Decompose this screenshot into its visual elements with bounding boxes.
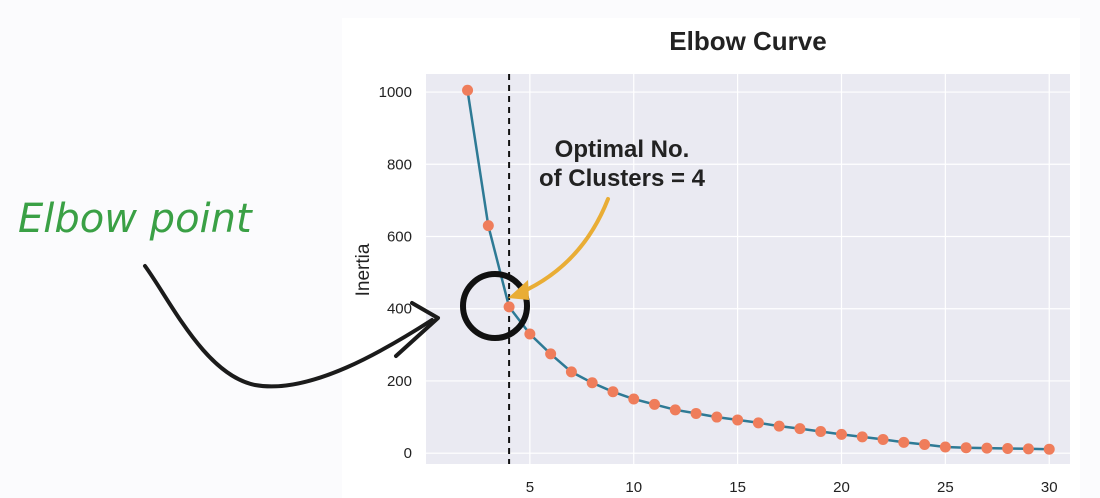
data-point xyxy=(669,404,681,416)
data-point xyxy=(1043,443,1055,455)
data-point xyxy=(1022,443,1034,455)
y-tick-label: 800 xyxy=(387,156,412,173)
data-point xyxy=(960,442,972,454)
data-point xyxy=(856,431,868,443)
y-tick-label: 1000 xyxy=(379,84,412,101)
x-tick-label: 20 xyxy=(833,479,850,496)
data-point xyxy=(524,328,536,340)
y-tick-label: 400 xyxy=(387,301,412,318)
chart-title: Elbow Curve xyxy=(669,26,826,56)
data-point xyxy=(503,301,515,313)
data-point xyxy=(649,398,661,410)
data-point xyxy=(732,414,744,426)
y-tick-label: 200 xyxy=(387,373,412,390)
data-point xyxy=(462,84,474,96)
data-point xyxy=(815,426,827,437)
data-point xyxy=(773,420,785,432)
data-point xyxy=(898,436,910,448)
elbow-highlight-circle xyxy=(460,271,530,341)
data-point xyxy=(919,439,931,450)
grid-lines xyxy=(426,74,1070,464)
annotation-arrow-head xyxy=(508,280,529,300)
data-point xyxy=(835,428,847,440)
data-point xyxy=(939,441,951,453)
annotation-line-2: of Clusters = 4 xyxy=(539,165,706,192)
x-tick-label: 10 xyxy=(625,479,642,496)
y-tick-label: 600 xyxy=(387,229,412,246)
data-point xyxy=(628,393,640,405)
data-point xyxy=(794,423,806,435)
y-axis-label: Inertia xyxy=(353,243,374,296)
annotation-line-1: Optimal No. xyxy=(555,136,690,163)
series-points xyxy=(462,84,1055,455)
y-tick-labels: 0 200 400 600 800 1000 xyxy=(379,84,412,462)
x-tick-label: 25 xyxy=(937,479,954,496)
data-point xyxy=(482,220,494,232)
data-point xyxy=(1002,442,1014,454)
x-tick-label: 5 xyxy=(526,479,534,496)
data-point xyxy=(711,411,723,423)
plot-area xyxy=(426,74,1070,464)
x-tick-label: 15 xyxy=(729,479,746,496)
hand-drawn-arrow-head xyxy=(394,301,440,358)
x-tick-label: 30 xyxy=(1041,479,1058,496)
data-point xyxy=(690,407,702,419)
data-point xyxy=(877,433,889,445)
annotation-arrow xyxy=(518,197,610,295)
data-point xyxy=(607,386,619,398)
data-point xyxy=(545,348,557,360)
data-point xyxy=(981,442,993,454)
x-tick-labels: 5 10 15 20 25 30 xyxy=(526,479,1058,496)
data-point xyxy=(752,417,764,429)
y-tick-label: 0 xyxy=(404,445,412,462)
elbow-point-hand-label: Elbow point xyxy=(18,196,253,242)
hand-drawn-arrow xyxy=(143,264,434,389)
data-point xyxy=(565,366,577,378)
data-point xyxy=(586,377,598,389)
